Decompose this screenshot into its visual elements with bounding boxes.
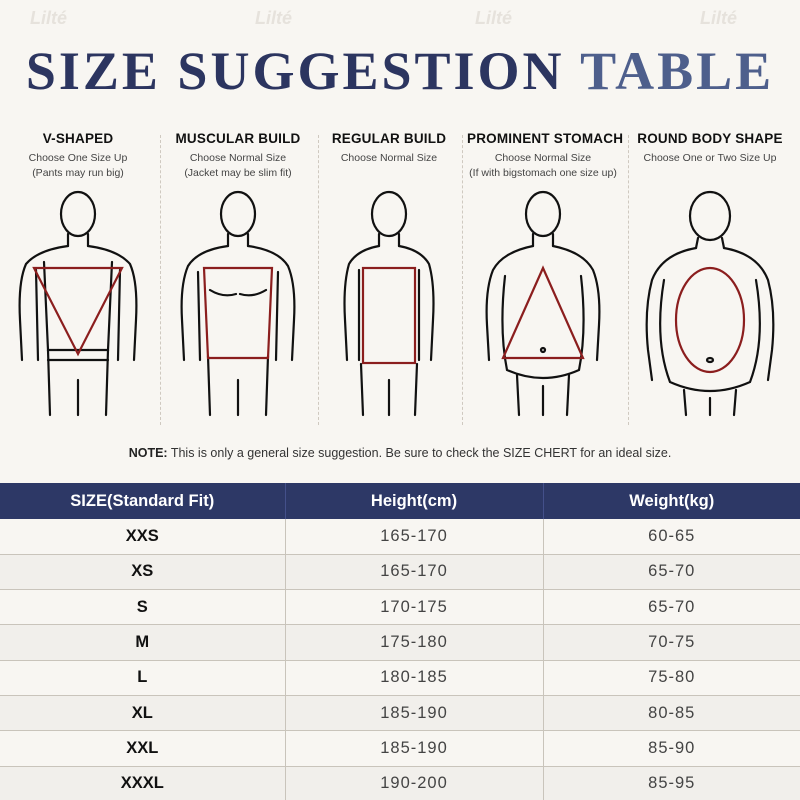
body-type-name: V-SHAPED [42, 131, 114, 146]
column-header-weight: Weight(kg) [543, 483, 800, 519]
height-cell: 170-175 [285, 589, 544, 626]
weight-cell: 70-75 [543, 624, 800, 661]
table-row: XL 185-190 80-85 [0, 695, 800, 732]
height-cell: 165-170 [285, 554, 544, 591]
body-type-advice: Choose One or Two Size Up [643, 152, 777, 164]
title-accent: TABLE [580, 41, 775, 101]
body-type-round: ROUND BODY SHAPE Choose One or Two Size … [634, 125, 786, 425]
column-divider [160, 135, 161, 425]
height-cell: 175-180 [285, 624, 544, 661]
body-type-prominent-stomach: PROMINENT STOMACH Choose Normal Size (If… [467, 125, 624, 425]
height-cell: 180-185 [285, 660, 544, 696]
regular-figure-icon [343, 190, 435, 417]
weight-cell: 65-70 [543, 589, 800, 626]
height-cell: 165-170 [285, 519, 544, 555]
body-type-v-shaped: V-SHAPED Choose One Size Up (Pants may r… [2, 125, 154, 425]
size-cell: XXXL [0, 766, 286, 800]
column-header-size: SIZE(Standard Fit) [0, 483, 286, 519]
body-type-name: REGULAR BUILD [331, 131, 447, 146]
column-divider [628, 135, 629, 425]
weight-cell: 65-70 [543, 554, 800, 591]
weight-cell: 75-80 [543, 660, 800, 696]
height-cell: 185-190 [285, 730, 544, 767]
weight-cell: 80-85 [543, 695, 800, 732]
table-row: M 175-180 70-75 [0, 624, 800, 661]
weight-cell: 85-90 [543, 730, 800, 767]
body-type-note: (Jacket may be slim fit) [184, 167, 292, 179]
size-cell: XL [0, 695, 286, 732]
body-type-advice: Choose Normal Size [340, 152, 438, 164]
watermark: Lilté [700, 8, 738, 28]
size-table: SIZE(Standard Fit) Height(cm) Weight(kg)… [0, 483, 800, 800]
round-body-figure-icon [645, 190, 775, 417]
size-cell: M [0, 624, 286, 661]
table-row: XXXL 190-200 85-95 [0, 766, 800, 800]
body-type-advice: Choose Normal Size [494, 152, 592, 164]
note-text: This is only a general size suggestion. … [170, 446, 672, 460]
body-type-regular: REGULAR BUILD Choose Normal Size [313, 125, 465, 425]
column-divider [462, 135, 463, 425]
body-type-name: PROMINENT STOMACH [467, 131, 624, 146]
column-header-height: Height(cm) [285, 483, 544, 519]
body-type-advice: Choose Normal Size [189, 152, 287, 164]
size-cell: L [0, 660, 286, 696]
size-cell: XXS [0, 519, 286, 555]
height-cell: 190-200 [285, 766, 544, 800]
prominent-stomach-figure-icon [485, 190, 601, 417]
height-cell: 185-190 [285, 695, 544, 732]
watermark: Lilté [475, 8, 513, 28]
table-row: XXL 185-190 85-90 [0, 730, 800, 767]
muscular-figure-icon [180, 190, 296, 417]
size-cell: XS [0, 554, 286, 591]
table-header-row: SIZE(Standard Fit) Height(cm) Weight(kg) [0, 483, 800, 519]
column-divider [318, 135, 319, 425]
table-row: XS 165-170 65-70 [0, 554, 800, 591]
table-row: XXS 165-170 60-65 [0, 519, 800, 555]
body-type-name: ROUND BODY SHAPE [637, 131, 783, 146]
size-cell: S [0, 589, 286, 626]
size-cell: XXL [0, 730, 286, 767]
body-type-note: (Pants may run big) [32, 167, 124, 179]
table-row: L 180-185 75-80 [0, 660, 800, 696]
body-type-panel: V-SHAPED Choose One Size Up (Pants may r… [0, 125, 800, 425]
size-note: NOTE: This is only a general size sugges… [0, 446, 800, 460]
note-label: NOTE: [128, 446, 168, 460]
watermark: Lilté [30, 8, 68, 28]
watermark: Lilté [255, 8, 293, 28]
weight-cell: 60-65 [543, 519, 800, 555]
page-title: SIZE SUGGESTION TABLE [0, 40, 800, 102]
v-shaped-figure-icon [18, 190, 138, 417]
title-main: SIZE SUGGESTION [25, 41, 565, 101]
weight-cell: 85-95 [543, 766, 800, 800]
body-type-name: MUSCULAR BUILD [175, 131, 301, 146]
table-row: S 170-175 65-70 [0, 589, 800, 626]
body-type-advice: Choose One Size Up [28, 152, 128, 164]
body-type-muscular: MUSCULAR BUILD Choose Normal Size (Jacke… [162, 125, 314, 425]
body-type-note: (If with bigstomach one size up) [469, 167, 617, 179]
